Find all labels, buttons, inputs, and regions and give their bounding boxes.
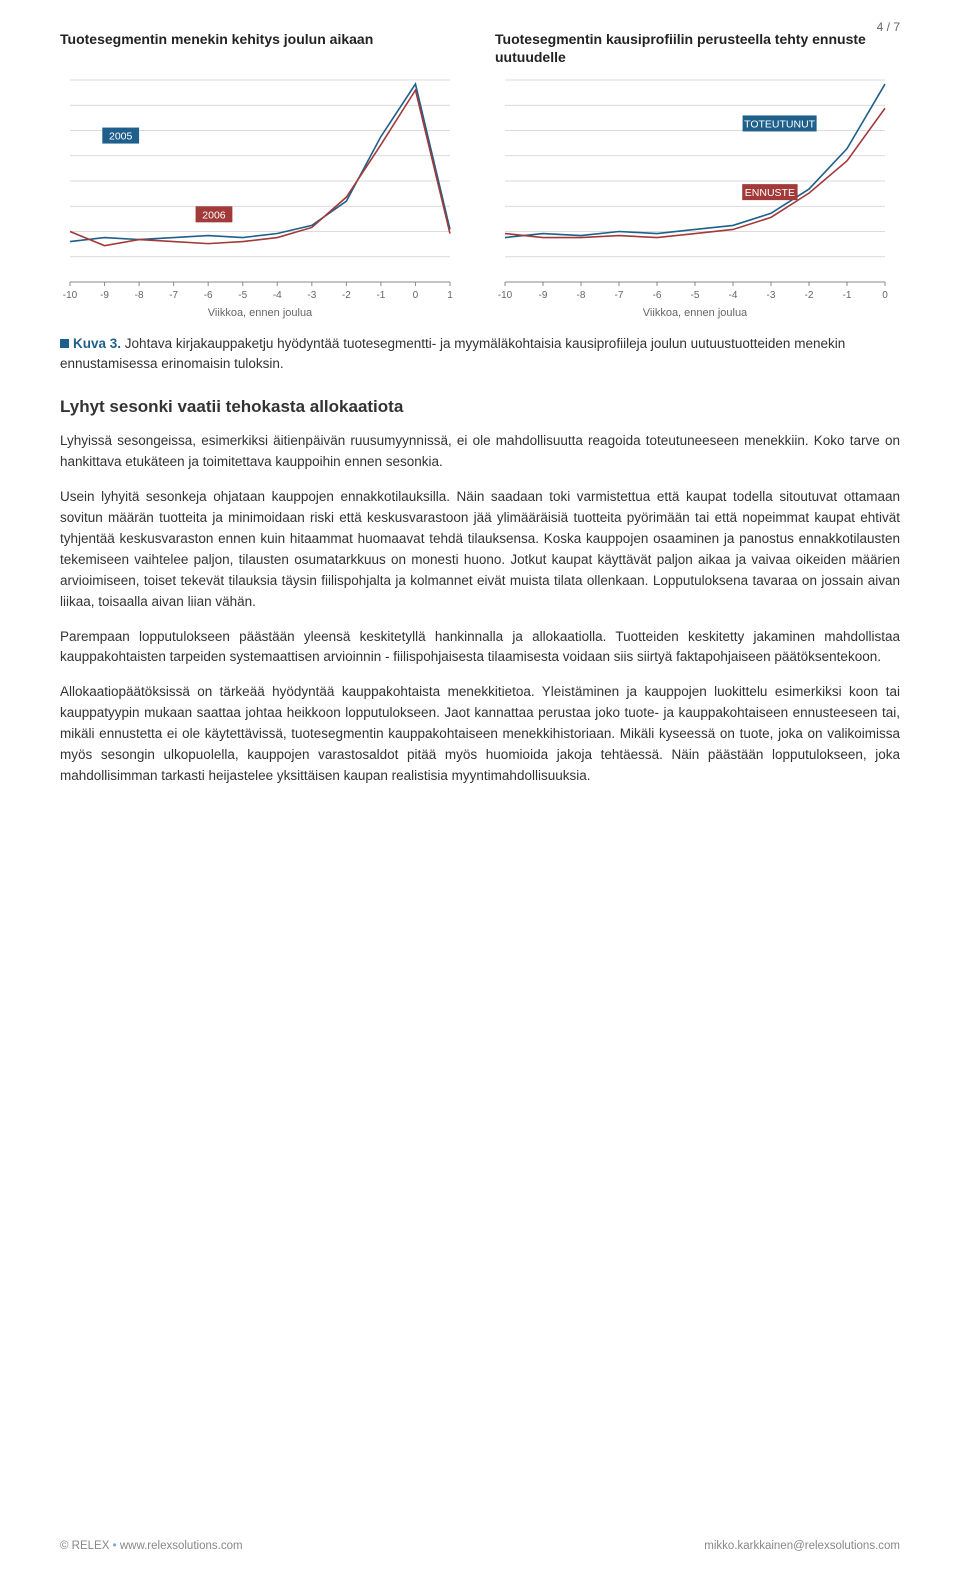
svg-text:0: 0 bbox=[413, 290, 419, 301]
svg-text:-6: -6 bbox=[204, 290, 213, 301]
svg-text:TOTEUTUNUT: TOTEUTUNUT bbox=[744, 118, 816, 130]
footer-separator: • bbox=[113, 1540, 117, 1552]
svg-text:Viikkoa, ennen joulua: Viikkoa, ennen joulua bbox=[208, 307, 313, 319]
chart-left-svg: -10-9-8-7-6-5-4-3-2-101Viikkoa, ennen jo… bbox=[60, 74, 460, 324]
svg-text:-7: -7 bbox=[615, 290, 624, 301]
caption-label: Kuva 3. bbox=[73, 336, 121, 351]
footer-copyright: © RELEX bbox=[60, 1540, 109, 1552]
svg-text:0: 0 bbox=[882, 290, 888, 301]
svg-text:-10: -10 bbox=[498, 290, 513, 301]
caption-text: Johtava kirjakauppaketju hyödyntää tuote… bbox=[60, 336, 845, 371]
chart-right: Tuotesegmentin kausiprofiilin perusteell… bbox=[495, 30, 900, 324]
svg-text:-4: -4 bbox=[273, 290, 282, 301]
svg-text:-8: -8 bbox=[577, 290, 586, 301]
charts-row: Tuotesegmentin menekin kehitys joulun ai… bbox=[60, 30, 900, 324]
caption-bullet-icon bbox=[60, 339, 69, 348]
svg-text:2006: 2006 bbox=[202, 209, 226, 221]
figure-caption: Kuva 3. Johtava kirjakauppaketju hyödynt… bbox=[60, 334, 900, 373]
svg-text:-5: -5 bbox=[238, 290, 247, 301]
chart-right-svg: -10-9-8-7-6-5-4-3-2-10Viikkoa, ennen jou… bbox=[495, 74, 895, 324]
svg-text:1: 1 bbox=[447, 290, 453, 301]
svg-text:-9: -9 bbox=[539, 290, 548, 301]
footer-email: mikko.karkkainen@relexsolutions.com bbox=[704, 1540, 900, 1552]
paragraph-4: Allokaatiopäätöksissä on tärkeää hyödynt… bbox=[60, 682, 900, 787]
paragraph-2: Usein lyhyitä sesonkeja ohjataan kauppoj… bbox=[60, 487, 900, 613]
svg-text:-7: -7 bbox=[169, 290, 178, 301]
section-heading: Lyhyt sesonki vaatii tehokasta allokaati… bbox=[60, 397, 900, 417]
chart-right-title: Tuotesegmentin kausiprofiilin perusteell… bbox=[495, 30, 900, 68]
svg-text:-1: -1 bbox=[843, 290, 852, 301]
svg-text:-2: -2 bbox=[805, 290, 814, 301]
svg-text:-5: -5 bbox=[691, 290, 700, 301]
page-number: 4 / 7 bbox=[877, 20, 900, 34]
svg-text:-8: -8 bbox=[135, 290, 144, 301]
svg-text:-4: -4 bbox=[729, 290, 738, 301]
svg-text:-3: -3 bbox=[307, 290, 316, 301]
chart-left-title: Tuotesegmentin menekin kehitys joulun ai… bbox=[60, 30, 465, 68]
svg-text:-6: -6 bbox=[653, 290, 662, 301]
svg-text:-2: -2 bbox=[342, 290, 351, 301]
chart-left: Tuotesegmentin menekin kehitys joulun ai… bbox=[60, 30, 465, 324]
footer-url: www.relexsolutions.com bbox=[120, 1540, 243, 1552]
svg-text:ENNUSTE: ENNUSTE bbox=[745, 187, 795, 199]
paragraph-1: Lyhyissä sesongeissa, esimerkiksi äitien… bbox=[60, 431, 900, 473]
footer: © RELEX • www.relexsolutions.com mikko.k… bbox=[60, 1540, 900, 1552]
svg-text:-9: -9 bbox=[100, 290, 109, 301]
svg-text:-10: -10 bbox=[63, 290, 78, 301]
svg-text:2005: 2005 bbox=[109, 131, 133, 143]
svg-text:-1: -1 bbox=[376, 290, 385, 301]
svg-text:-3: -3 bbox=[767, 290, 776, 301]
paragraph-3: Parempaan lopputulokseen päästään yleens… bbox=[60, 627, 900, 669]
footer-left: © RELEX • www.relexsolutions.com bbox=[60, 1540, 243, 1552]
footer-right: mikko.karkkainen@relexsolutions.com bbox=[704, 1540, 900, 1552]
svg-text:Viikkoa, ennen joulua: Viikkoa, ennen joulua bbox=[643, 307, 748, 319]
